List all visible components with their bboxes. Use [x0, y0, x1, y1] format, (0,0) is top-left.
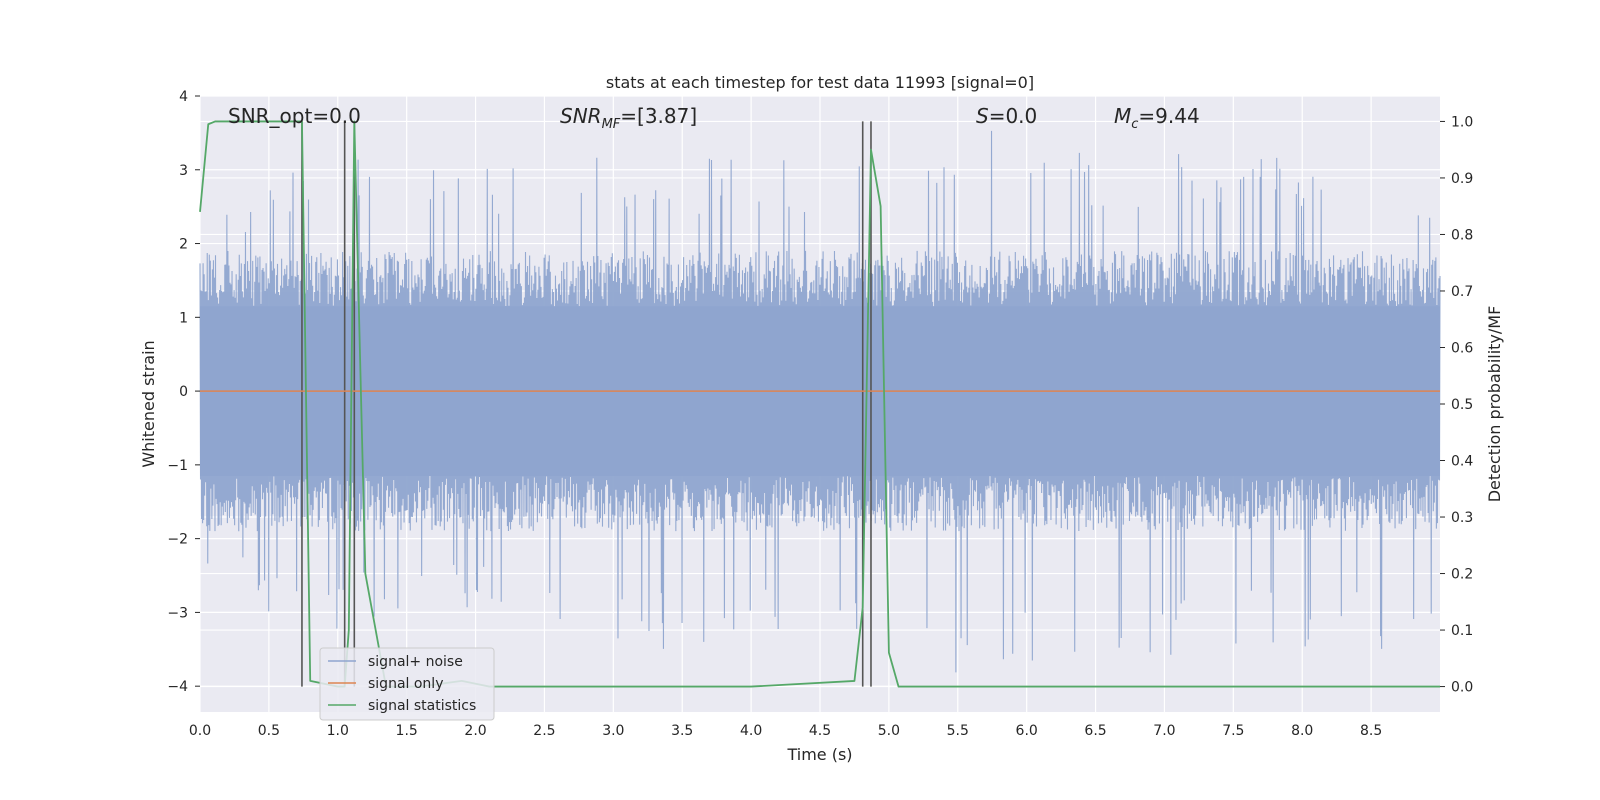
legend-box [319, 647, 495, 721]
y-left-tick-label: −1 [167, 458, 188, 474]
x-tick-label: 8.5 [1360, 723, 1382, 739]
x-tick-label: 2.0 [464, 723, 486, 739]
x-tick-label: 3.0 [602, 723, 624, 739]
legend-label-signal-only: signal only [368, 676, 443, 692]
y-left-tick-label: −2 [167, 532, 188, 548]
y-left-tick-label: 4 [179, 89, 188, 105]
x-tick-label: 4.5 [809, 723, 831, 739]
x-tick-label: 0.5 [258, 723, 280, 739]
y-right-tick-label: 0.6 [1451, 340, 1473, 356]
x-tick-label: 7.0 [1153, 723, 1175, 739]
x-tick-label: 8.0 [1291, 723, 1313, 739]
x-tick-label: 4.0 [740, 723, 762, 739]
x-tick-label: 1.0 [327, 723, 349, 739]
y-right-tick-label: 0.1 [1451, 623, 1473, 639]
y-left-tick-label: −4 [167, 679, 188, 695]
chart-title: stats at each timestep for test data 119… [606, 73, 1034, 92]
x-tick-label: 0.0 [189, 723, 211, 739]
legend: signal+ noise signal only signal statist… [319, 647, 495, 721]
x-tick-label: 5.0 [878, 723, 900, 739]
y-right-tick-label: 0.2 [1451, 567, 1473, 583]
annotation-mc-sub: c [1131, 117, 1138, 132]
y-right-tick-label: 0.5 [1451, 397, 1473, 413]
annotation-snr-mf: SNRMF=[3.87] [560, 104, 697, 132]
annotation-mc-val: =9.44 [1138, 104, 1199, 128]
y-right-tick-label: 0.0 [1451, 680, 1473, 696]
annotation-s: S=0.0 [976, 104, 1037, 128]
x-axis-label: Time (s) [786, 745, 852, 764]
legend-label-signal-statistics: signal statistics [368, 698, 476, 714]
y-right-tick-label: 0.3 [1451, 510, 1473, 526]
annotation-snr-mf-base: SNR [560, 104, 602, 128]
x-tick-label: 5.5 [947, 723, 969, 739]
x-tick-label: 1.5 [396, 723, 418, 739]
y-axis-right-label: Detection probability/MF [1485, 306, 1504, 503]
annotation-s-val: =0.0 [989, 104, 1038, 128]
annotation-snr-mf-sub: MF [602, 117, 621, 132]
annotation-s-base: S [976, 104, 989, 128]
y-left-tick-label: 1 [179, 310, 188, 326]
y-left-tick-label: −3 [167, 605, 188, 621]
y-right-tick-label: 0.4 [1451, 454, 1473, 470]
annotation-mc: Mc=9.44 [1114, 104, 1200, 132]
y-right-tick-label: 1.0 [1451, 114, 1473, 130]
y-axis-left-label: Whitened strain [139, 340, 158, 467]
y-left-tick-label: 0 [179, 384, 188, 400]
annotation-snr-mf-val: =[3.87] [620, 104, 697, 128]
y-left-tick-label: 3 [179, 163, 188, 179]
signal-noise-line [199, 130, 1441, 673]
x-tick-label: 6.0 [1016, 723, 1038, 739]
y-left-tick-label: 2 [179, 237, 188, 253]
vertical-markers [301, 121, 872, 687]
annotation-mc-base: M [1114, 104, 1131, 128]
x-tick-label: 6.5 [1084, 723, 1106, 739]
x-tick-label: 7.5 [1222, 723, 1244, 739]
annotation-snr-opt: SNR_opt=0.0 [228, 104, 361, 128]
tick-labels: 0.0 0.5 1.0 1.5 2.0 2.5 3.0 3.5 4.0 4.5 5.0 5.5 6.0 6… [167, 89, 1473, 739]
x-tick-label: 3.5 [671, 723, 693, 739]
legend-label-signal-noise: signal+ noise [368, 654, 463, 670]
y-right-tick-label: 0.7 [1451, 284, 1473, 300]
x-tick-label: 2.5 [533, 723, 555, 739]
y-right-tick-label: 0.9 [1451, 171, 1473, 187]
y-right-tick-label: 0.8 [1451, 227, 1473, 243]
